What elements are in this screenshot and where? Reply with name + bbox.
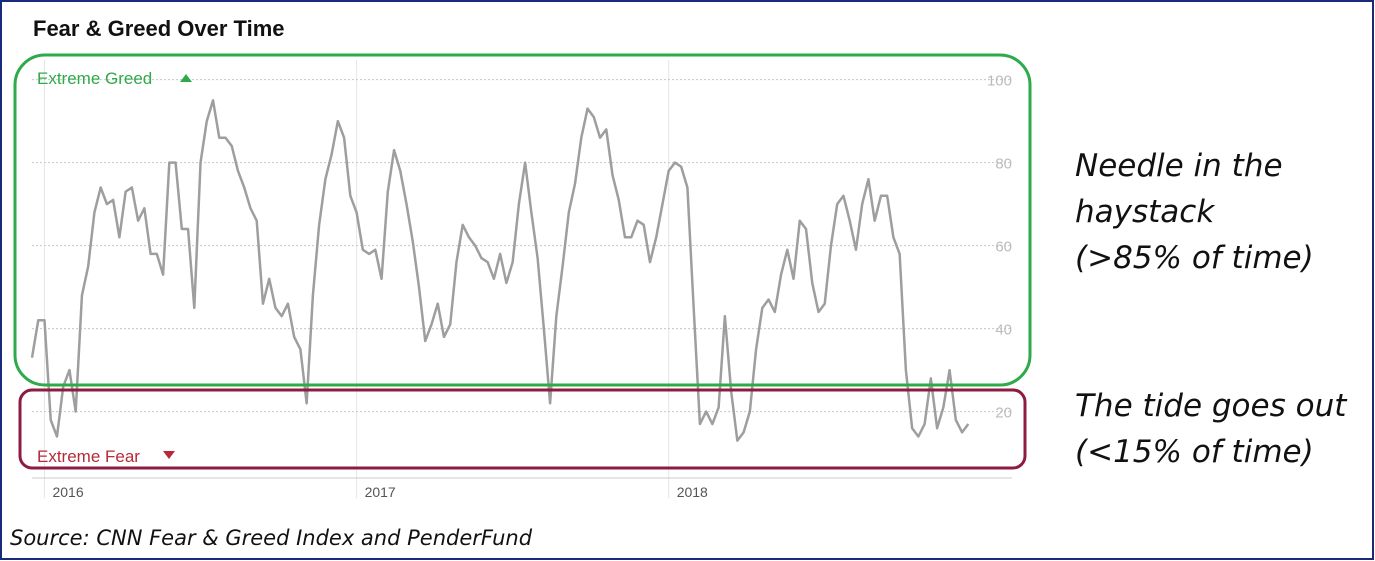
plot: 2016 2017 2018 20 40 60 80 100 bbox=[30, 60, 1012, 500]
annotation: The tide goes out bbox=[1075, 388, 1348, 424]
y-tick-label: 60 bbox=[995, 239, 1012, 256]
annotation: (<15% of time) bbox=[1075, 434, 1314, 470]
down-arrow bbox=[163, 451, 175, 459]
greed-label: Extreme Greed bbox=[37, 69, 152, 88]
y-tick-label: 100 bbox=[987, 73, 1012, 90]
y-tick-label: 40 bbox=[995, 322, 1012, 339]
annotation: (>85% of time) bbox=[1075, 240, 1314, 276]
chart-title: Fear & Greed Over Time bbox=[33, 16, 285, 41]
series-line bbox=[30, 99, 970, 442]
fear-label: Extreme Fear bbox=[37, 447, 140, 466]
y-tick-label: 80 bbox=[995, 156, 1012, 173]
x-tick-label: 2016 bbox=[52, 484, 83, 500]
x-tick-label: 2018 bbox=[677, 484, 708, 500]
greed-zone bbox=[13, 53, 1032, 387]
annotation: haystack bbox=[1075, 194, 1215, 230]
fear-zone bbox=[18, 388, 1027, 470]
source: Source: CNN Fear & Greed Index and Pende… bbox=[10, 526, 533, 550]
y-tick-label: 20 bbox=[995, 405, 1012, 422]
annotation: Needle in the bbox=[1075, 148, 1283, 184]
up-arrow bbox=[180, 74, 192, 82]
x-tick-label: 2017 bbox=[365, 484, 396, 500]
